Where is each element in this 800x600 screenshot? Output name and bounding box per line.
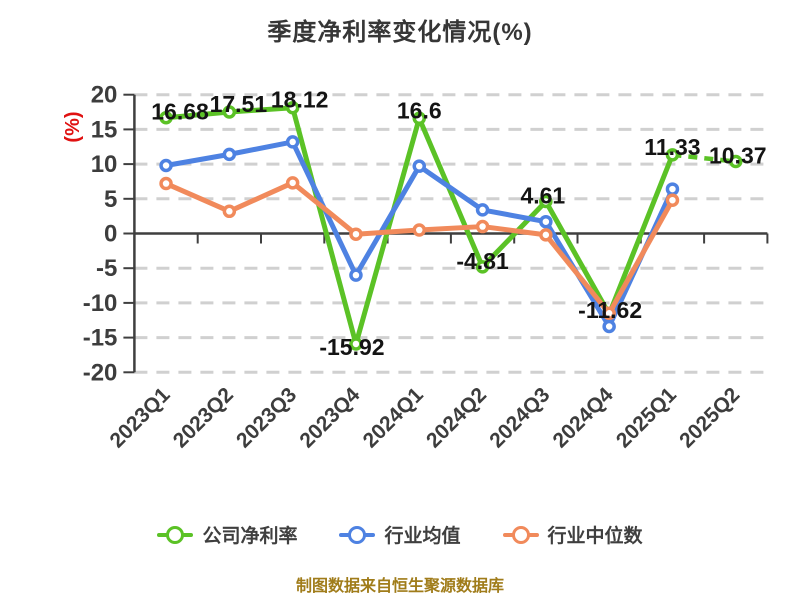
data-point-label-company-net-margin: 16.6 — [397, 97, 442, 123]
data-point-company-net-margin[interactable] — [475, 260, 490, 274]
y-tick-label: 10 — [91, 151, 118, 178]
data-point-company-net-margin[interactable] — [285, 100, 300, 115]
data-point-industry-median[interactable] — [539, 228, 553, 242]
data-point-industry-median[interactable] — [159, 176, 173, 191]
legend-line-marker-icon — [339, 525, 376, 545]
legend-line-marker-icon — [157, 525, 194, 545]
data-point-industry-mean[interactable] — [602, 319, 616, 334]
legend-label: 行业均值 — [384, 526, 461, 547]
data-point-label-company-net-margin: 18.12 — [271, 87, 329, 113]
legend-item-industry-median[interactable]: 行业中位数 — [502, 521, 643, 548]
data-point-company-net-margin[interactable] — [349, 337, 363, 351]
x-category-label: 2023Q3 — [232, 383, 301, 452]
data-point-industry-median[interactable] — [602, 306, 616, 321]
data-point-company-net-margin[interactable] — [222, 105, 237, 119]
data-point-industry-mean[interactable] — [159, 158, 173, 173]
y-axis-unit-label: (%) — [62, 111, 84, 142]
data-point-industry-mean[interactable] — [665, 182, 680, 196]
x-category-label: 2023Q4 — [295, 383, 364, 452]
x-category-label: 2024Q2 — [422, 383, 491, 452]
data-point-industry-median[interactable] — [475, 219, 490, 234]
data-point-industry-mean[interactable] — [539, 214, 553, 229]
data-point-label-company-net-margin: 16.68 — [151, 99, 209, 125]
data-point-industry-mean[interactable] — [285, 135, 300, 149]
y-tick-label: -5 — [96, 255, 117, 282]
y-tick-label: 5 — [104, 186, 117, 213]
legend-item-company-net-margin[interactable]: 公司净利率 — [157, 521, 297, 548]
data-point-industry-median[interactable] — [222, 204, 237, 219]
y-tick-label: -15 — [83, 325, 118, 352]
data-point-industry-mean[interactable] — [222, 147, 237, 162]
data-point-label-company-net-margin: 11.33 — [644, 134, 700, 160]
data-point-label-company-net-margin: 10.37 — [709, 143, 767, 169]
chart-title: 季度净利率变化情况(%) — [267, 19, 533, 46]
x-category-label: 2023Q2 — [169, 383, 238, 452]
legend-label: 行业中位数 — [547, 526, 643, 547]
data-point-industry-mean[interactable] — [412, 159, 426, 173]
x-category-label: 2024Q4 — [549, 383, 618, 452]
data-point-industry-median[interactable] — [285, 176, 300, 190]
x-category-label: 2025Q1 — [612, 383, 681, 452]
data-point-company-net-margin[interactable] — [159, 110, 173, 125]
x-category-label: 2024Q1 — [359, 383, 428, 452]
data-point-label-company-net-margin: 17.51 — [210, 91, 268, 117]
y-tick-label: -20 — [83, 359, 118, 386]
data-point-label-company-net-margin: 4.61 — [520, 183, 565, 209]
data-point-label-company-net-margin: -15.92 — [319, 334, 384, 360]
data-point-label-company-net-margin: -11.62 — [578, 297, 642, 323]
data-point-industry-mean[interactable] — [475, 203, 490, 217]
y-tick-label: 15 — [91, 116, 118, 143]
data-point-industry-mean[interactable] — [349, 268, 363, 282]
series-line-industry-median — [163, 180, 675, 316]
y-tick-label: -10 — [83, 290, 118, 317]
data-point-industry-median[interactable] — [412, 223, 426, 237]
y-tick-label: 20 — [91, 82, 118, 109]
legend-line-marker-icon — [502, 525, 539, 545]
legend-item-industry-mean[interactable]: 行业均值 — [339, 521, 461, 548]
data-source-note: 制图数据来自恒生聚源数据库 — [295, 578, 504, 595]
data-point-company-net-margin[interactable] — [729, 154, 743, 169]
chart-canvas[interactable]: 20151050-5-10-15-202023Q12023Q22023Q3202… — [0, 0, 800, 520]
data-point-label-company-net-margin: -4.81 — [456, 248, 509, 274]
data-point-company-net-margin[interactable] — [412, 111, 426, 126]
data-point-company-net-margin[interactable] — [665, 148, 680, 162]
series-line-dashed-company-net-margin — [672, 152, 736, 164]
x-category-label: 2025Q2 — [675, 383, 744, 452]
x-category-label: 2024Q3 — [485, 383, 554, 452]
data-point-industry-median[interactable] — [665, 193, 680, 207]
y-tick-label: 0 — [104, 221, 117, 248]
chart-legend: 公司净利率 行业均值 行业中位数 — [0, 521, 800, 548]
legend-label: 公司净利率 — [202, 526, 298, 547]
data-point-company-net-margin[interactable] — [539, 194, 553, 209]
x-category-label: 2023Q1 — [105, 383, 174, 452]
data-point-industry-median[interactable] — [349, 227, 363, 241]
